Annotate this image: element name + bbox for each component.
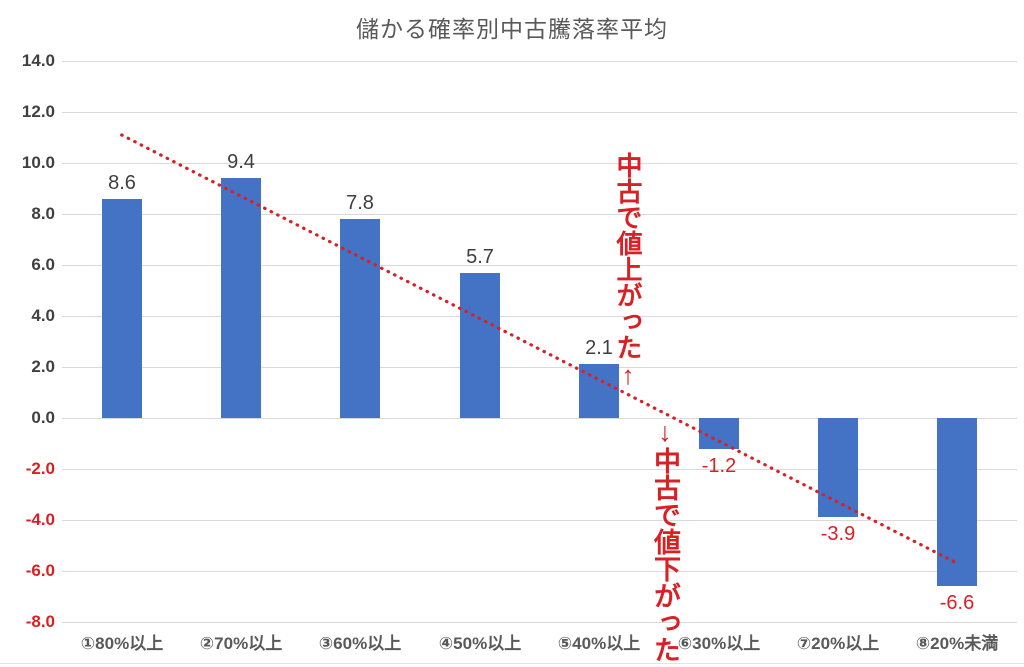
y-axis-tick-label: -8.0 [25, 612, 55, 631]
y-axis-tick-label: 14.0 [21, 51, 55, 70]
gridline [62, 367, 1017, 368]
bar-3 [340, 219, 380, 418]
x-axis-category-label: ⑤40%以上 [557, 634, 641, 653]
chart-title: 儲かる確率別中古騰落率平均 [356, 16, 668, 42]
bar-value-label: -3.9 [820, 523, 856, 545]
annotation-price-down: ↓中古で値下がった [650, 417, 680, 663]
x-axis-category-label: ⑥30%以上 [677, 634, 761, 653]
bar-value-label: 9.4 [227, 151, 255, 173]
gridline [62, 214, 1017, 215]
y-axis-tick-label: -2.0 [25, 459, 55, 478]
gridline [62, 520, 1017, 521]
y-axis-tick-label: 10.0 [21, 153, 55, 172]
gridline [62, 112, 1017, 113]
bar-value-label: -1.2 [701, 455, 737, 477]
y-axis-tick-label: 4.0 [31, 306, 55, 325]
annotation-price-up: 中古で値上がった↑ [613, 152, 643, 390]
y-axis-tick-label: -4.0 [25, 510, 55, 529]
y-axis-tick-label: 8.0 [31, 204, 55, 223]
x-axis-category-label: ⑧20%未満 [915, 634, 999, 653]
x-axis-category-label: ①80%以上 [80, 634, 164, 653]
gridline [62, 316, 1017, 317]
y-axis-tick-label: 6.0 [31, 255, 55, 274]
bar-1 [102, 199, 142, 418]
gridline [62, 571, 1017, 572]
gridline [62, 418, 1017, 419]
bar-7 [818, 418, 858, 517]
gridline [62, 622, 1017, 623]
y-axis-tick-label: 0.0 [31, 408, 55, 427]
bar-value-label: -6.6 [939, 592, 975, 614]
x-axis-category-label: ④50%以上 [438, 634, 522, 653]
bar-value-label: 7.8 [346, 192, 374, 214]
gridline [62, 265, 1017, 266]
bar-value-label: 5.7 [466, 246, 494, 268]
y-axis-tick-label: -6.0 [25, 561, 55, 580]
bar-6 [699, 418, 739, 449]
bar-2 [221, 178, 261, 418]
x-axis-category-label: ③60%以上 [318, 634, 402, 653]
x-axis-category-label: ②70%以上 [199, 634, 283, 653]
x-axis-category-label: ⑦20%以上 [796, 634, 880, 653]
gridline [62, 61, 1017, 62]
chart-bottom-border [0, 663, 1024, 664]
bar-8 [937, 418, 977, 586]
bar-4 [460, 273, 500, 418]
gridline [62, 469, 1017, 470]
bar-value-label: 8.6 [108, 172, 136, 194]
y-axis-tick-label: 12.0 [21, 102, 55, 121]
y-axis-tick-label: 2.0 [31, 357, 55, 376]
